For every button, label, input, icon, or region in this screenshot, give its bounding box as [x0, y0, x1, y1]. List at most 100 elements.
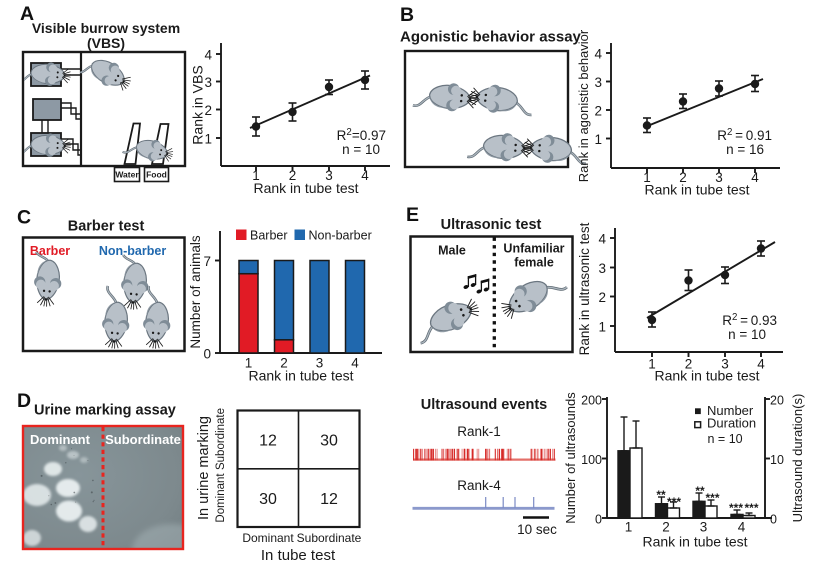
- svg-text:12: 12: [320, 491, 338, 508]
- svg-text:Male: Male: [438, 244, 466, 258]
- svg-text:***: ***: [705, 491, 719, 505]
- svg-text:***: ***: [744, 501, 758, 515]
- svg-text:10: 10: [770, 453, 784, 467]
- svg-text:2: 2: [685, 357, 693, 372]
- svg-text:1: 1: [252, 168, 260, 183]
- svg-text:3: 3: [316, 355, 324, 370]
- svg-text:12: 12: [259, 433, 277, 450]
- svg-text:3: 3: [700, 520, 708, 535]
- svg-text:Rank in tube test: Rank in tube test: [253, 180, 358, 196]
- svg-text:Subordinate: Subordinate: [105, 432, 181, 447]
- svg-text:Rank in tube test: Rank in tube test: [644, 182, 749, 198]
- svg-text:In tube test: In tube test: [261, 547, 336, 564]
- svg-text:4: 4: [594, 46, 602, 61]
- svg-text:4: 4: [598, 231, 606, 246]
- svg-text:(VBS): (VBS): [87, 35, 125, 51]
- svg-text:Dominant: Dominant: [30, 432, 91, 447]
- svg-text:1: 1: [598, 319, 606, 334]
- svg-text:Visible burrow system: Visible burrow system: [32, 20, 180, 36]
- svg-text:30: 30: [320, 433, 338, 450]
- svg-text:Rank in ultrasonic test: Rank in ultrasonic test: [577, 222, 592, 355]
- svg-text:3: 3: [594, 75, 602, 90]
- svg-text:0: 0: [770, 512, 777, 526]
- svg-text:0: 0: [203, 346, 211, 361]
- svg-text:R2 = 0.91: R2 = 0.91: [717, 127, 772, 143]
- svg-text:Agonistic behavior assay: Agonistic behavior assay: [400, 29, 582, 46]
- svg-text:Rank in tube test: Rank in tube test: [654, 368, 759, 384]
- svg-text:2: 2: [289, 168, 297, 183]
- svg-text:Number: Number: [707, 403, 754, 418]
- svg-text:4: 4: [751, 170, 759, 185]
- svg-text:D: D: [17, 390, 31, 412]
- svg-text:3: 3: [715, 170, 723, 185]
- svg-text:2: 2: [280, 355, 288, 370]
- svg-text:20: 20: [770, 393, 784, 407]
- svg-text:Subordinate: Subordinate: [215, 408, 227, 470]
- svg-text:Food: Food: [146, 170, 167, 180]
- svg-text:n = 10: n = 10: [708, 432, 743, 446]
- svg-text:R2 = 0.93: R2 = 0.93: [722, 312, 777, 328]
- svg-text:Number of ultrasounds: Number of ultrasounds: [563, 392, 578, 524]
- svg-text:10 sec: 10 sec: [517, 522, 557, 537]
- svg-text:Dominant: Dominant: [242, 531, 294, 545]
- svg-text:Number of animals: Number of animals: [188, 235, 203, 349]
- svg-text:**: **: [695, 484, 705, 498]
- svg-text:Duration: Duration: [707, 416, 756, 431]
- svg-text:4: 4: [351, 355, 359, 370]
- svg-text:1: 1: [594, 132, 602, 147]
- svg-text:**: **: [656, 488, 666, 502]
- svg-text:1: 1: [648, 357, 656, 372]
- svg-text:4: 4: [204, 47, 212, 62]
- svg-text:female: female: [514, 256, 554, 270]
- svg-text:E: E: [406, 204, 419, 226]
- svg-text:3: 3: [721, 357, 729, 372]
- svg-text:Urine marking assay: Urine marking assay: [34, 403, 176, 419]
- svg-text:Barber test: Barber test: [68, 219, 145, 235]
- svg-text:Ultrasonic test: Ultrasonic test: [441, 217, 542, 233]
- svg-text:200: 200: [581, 393, 602, 407]
- svg-text:Rank-4: Rank-4: [457, 478, 501, 493]
- svg-text:3: 3: [598, 261, 606, 276]
- svg-text:A: A: [20, 3, 34, 25]
- svg-text:n = 16: n = 16: [726, 142, 764, 157]
- svg-text:n = 10: n = 10: [728, 327, 766, 342]
- svg-text:Rank in agonistic behavior: Rank in agonistic behavior: [576, 29, 591, 182]
- svg-text:1: 1: [245, 355, 253, 370]
- svg-text:2: 2: [594, 103, 602, 118]
- svg-text:Barber: Barber: [250, 229, 288, 243]
- svg-text:0: 0: [595, 512, 602, 526]
- svg-text:2: 2: [679, 170, 687, 185]
- svg-text:Ultrasound duration(s): Ultrasound duration(s): [790, 394, 805, 523]
- svg-text:3: 3: [204, 75, 212, 90]
- svg-text:C: C: [17, 207, 31, 229]
- svg-text:Ultrasound events: Ultrasound events: [421, 397, 548, 413]
- svg-text:***: ***: [729, 501, 743, 515]
- svg-text:Rank-1: Rank-1: [457, 424, 501, 439]
- svg-text:1: 1: [204, 131, 212, 146]
- svg-text:30: 30: [259, 491, 277, 508]
- svg-text:Rank in VBS: Rank in VBS: [190, 65, 206, 144]
- svg-text:1: 1: [625, 520, 633, 535]
- svg-text:n = 10: n = 10: [342, 142, 380, 157]
- svg-text:2: 2: [598, 290, 606, 305]
- svg-text:R2=0.97: R2=0.97: [337, 127, 386, 143]
- svg-text:1: 1: [643, 170, 651, 185]
- svg-text:Unfamiliar: Unfamiliar: [503, 242, 564, 256]
- svg-text:***: ***: [667, 495, 681, 509]
- svg-text:Rank in tube test: Rank in tube test: [248, 368, 353, 384]
- svg-text:Subordinate: Subordinate: [297, 531, 362, 545]
- svg-text:Barber: Barber: [30, 244, 70, 258]
- svg-text:Non-barber: Non-barber: [99, 244, 167, 258]
- svg-text:7: 7: [203, 254, 211, 269]
- svg-text:Rank in tube test: Rank in tube test: [642, 534, 747, 550]
- svg-text:B: B: [400, 4, 414, 26]
- svg-text:Dominant: Dominant: [215, 473, 227, 523]
- svg-text:4: 4: [361, 168, 369, 183]
- svg-text:4: 4: [757, 357, 765, 372]
- svg-text:Non-barber: Non-barber: [309, 229, 372, 243]
- svg-text:100: 100: [581, 453, 602, 467]
- svg-text:2: 2: [204, 103, 212, 118]
- svg-text:In urine marking: In urine marking: [196, 416, 212, 520]
- svg-text:Water: Water: [115, 170, 139, 180]
- svg-text:2: 2: [662, 520, 670, 535]
